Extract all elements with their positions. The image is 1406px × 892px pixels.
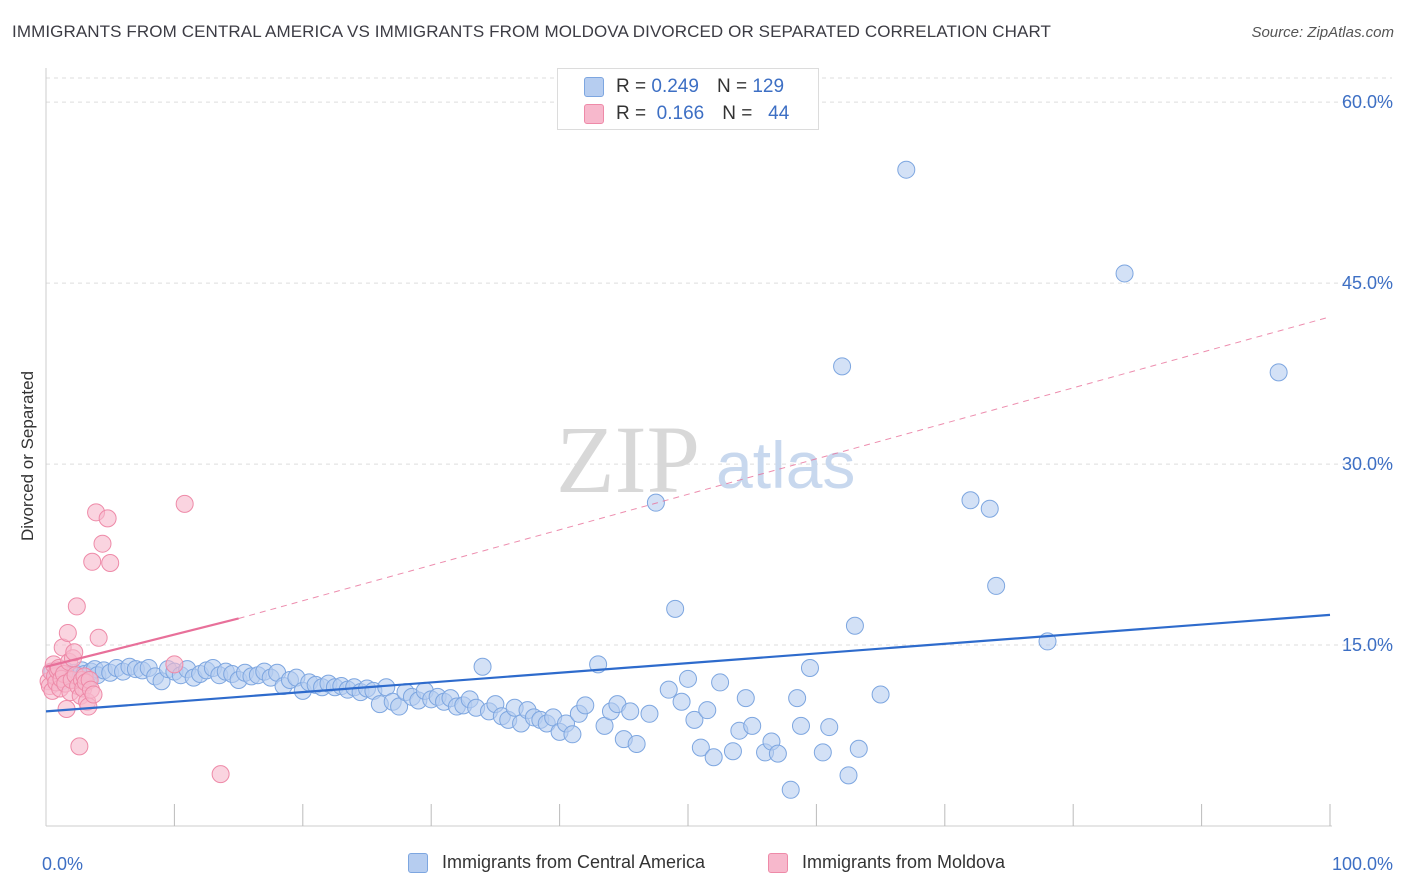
trend-lines — [45, 316, 1331, 713]
point-central-america — [839, 766, 858, 785]
point-central-america — [849, 739, 868, 758]
point-central-america — [736, 689, 755, 708]
point-moldova — [211, 765, 230, 784]
point-central-america — [679, 669, 697, 688]
point-central-america — [897, 160, 916, 179]
point-central-america — [627, 734, 646, 753]
point-central-america — [576, 696, 595, 715]
legend-n-value: 44 — [768, 103, 790, 124]
x-tick-label: 0.0% — [42, 854, 83, 874]
point-central-america — [820, 718, 839, 737]
legend-r-value: 0.249 — [651, 76, 699, 97]
legend-r-label: R = — [616, 103, 647, 124]
point-moldova — [101, 553, 120, 572]
point-moldova — [98, 509, 117, 528]
point-central-america — [768, 744, 787, 763]
watermark-atlas: atlas — [716, 428, 855, 502]
point-central-america — [813, 743, 832, 762]
correlation-legend: R = 0.249 N = 129 R = 0.166 N = 44 — [557, 68, 819, 130]
point-moldova — [93, 534, 112, 553]
point-central-america — [672, 692, 691, 711]
point-central-america — [791, 716, 810, 735]
source-credit: Source: ZipAtlas.com — [1251, 24, 1394, 41]
legend-swatch-pink — [768, 852, 788, 873]
point-moldova — [58, 623, 77, 642]
legend-n-label: N = — [722, 103, 753, 124]
legend-item-moldova[interactable]: Immigrants from Moldova — [768, 852, 1005, 873]
point-moldova — [70, 737, 89, 756]
legend-swatch-pink — [584, 104, 604, 124]
point-central-america — [691, 738, 710, 757]
point-central-america — [621, 702, 640, 721]
chart-title: IMMIGRANTS FROM CENTRAL AMERICA VS IMMIG… — [12, 22, 1052, 41]
point-moldova — [67, 597, 86, 616]
point-central-america — [659, 680, 678, 699]
point-central-america — [723, 742, 742, 761]
point-central-america — [788, 689, 807, 708]
tick-labels: 15.0% 30.0% 45.0% 60.0% 0.0% 100.0% — [42, 92, 1393, 874]
trend-line-moldova-extension — [238, 316, 1331, 619]
point-central-america — [800, 658, 819, 677]
y-tick-label: 15.0% — [1342, 635, 1393, 655]
y-tick-label: 30.0% — [1342, 454, 1393, 474]
point-central-america — [743, 716, 762, 735]
point-central-america — [961, 491, 980, 510]
point-moldova — [84, 685, 103, 704]
axes — [45, 68, 1332, 827]
point-central-america — [704, 748, 723, 767]
series-legend: Immigrants from Central America Immigran… — [0, 852, 1406, 878]
point-central-america — [685, 710, 704, 729]
point-moldova — [175, 494, 194, 513]
legend-n-label: N = — [716, 76, 748, 97]
point-moldova — [89, 628, 108, 647]
trend-line-moldova — [45, 617, 239, 668]
point-central-america — [640, 704, 659, 723]
point-moldova — [83, 552, 102, 571]
point-central-america — [781, 780, 800, 799]
point-central-america — [833, 357, 852, 376]
trend-line-central-america — [45, 613, 1331, 713]
point-central-america — [698, 701, 717, 720]
legend-label: Immigrants from Central America — [442, 852, 706, 872]
y-tick-label: 45.0% — [1342, 273, 1393, 293]
legend-item-central-america[interactable]: Immigrants from Central America — [408, 852, 705, 873]
watermark-zip: ZIP — [556, 406, 700, 513]
y-tick-label: 60.0% — [1342, 92, 1393, 112]
point-central-america — [845, 616, 864, 635]
point-central-america — [711, 673, 730, 692]
watermark: ZIP atlas — [556, 406, 855, 513]
legend-n-value: 129 — [752, 76, 785, 97]
point-central-america — [987, 576, 1006, 595]
point-central-america — [473, 657, 492, 676]
legend-row-central-america: R = 0.249 N = 129 — [584, 75, 784, 99]
legend-swatch-blue — [408, 852, 428, 873]
x-tick-label: 100.0% — [1332, 854, 1393, 874]
point-central-america — [563, 725, 582, 744]
point-central-america — [980, 499, 999, 518]
point-moldova — [165, 655, 184, 674]
point-central-america — [871, 685, 890, 704]
legend-r-label: R = — [616, 76, 647, 97]
legend-r-value: 0.166 — [656, 103, 705, 124]
point-central-america — [1269, 363, 1288, 382]
grid-lines — [46, 77, 1392, 646]
legend-swatch-blue — [584, 77, 604, 97]
legend-row-moldova: R = 0.166 N = 44 — [584, 102, 789, 126]
point-central-america — [1115, 264, 1134, 283]
point-central-america — [666, 599, 685, 618]
legend-label: Immigrants from Moldova — [802, 852, 1006, 872]
